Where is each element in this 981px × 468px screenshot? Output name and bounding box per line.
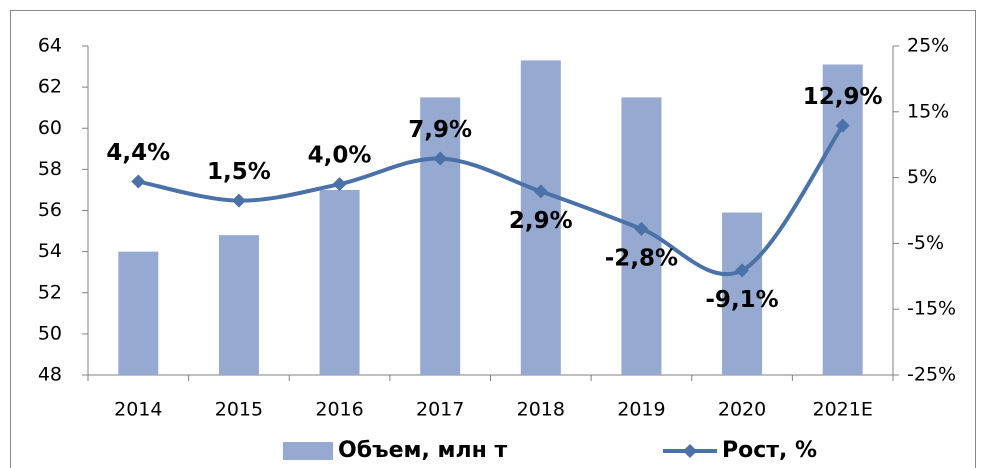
data-label: 4,4% [106,140,170,166]
y-tick-label: 56 [38,199,62,221]
data-label: -9,1% [705,287,778,313]
bar [722,212,763,375]
data-label: 7,9% [408,117,472,143]
data-label: 1,5% [207,159,271,185]
bar [118,251,159,375]
bar [822,64,863,375]
chart-frame [10,10,976,468]
marker [835,118,850,133]
y-tick-label: 58 [38,158,62,180]
x-tick-label: 2016 [315,399,363,421]
x-tick-label: 2014 [114,399,162,421]
bar [319,189,360,375]
x-tick-label: 2015 [215,399,263,421]
y-tick-label: 60 [38,117,62,139]
y-tick-label: 54 [38,240,62,262]
bar [520,60,561,376]
y2-tick-label: 5% [907,166,937,188]
y2-tick-label: 15% [907,100,949,122]
y-tick-label: 52 [38,281,62,303]
data-label: 12,9% [803,84,883,110]
data-label: -2,8% [605,245,678,271]
marker [433,151,448,166]
marker [332,177,347,192]
bar [218,235,259,375]
y-tick-label: 50 [38,322,62,344]
y2-tick-label: 25% [907,35,949,57]
marker [533,184,548,199]
x-tick-label: 2021E [813,399,873,421]
y-tick-label: 48 [38,364,62,386]
legend-marker [683,444,697,458]
bar [420,97,461,375]
x-tick-label: 2017 [416,399,464,421]
y-tick-label: 64 [38,35,62,57]
data-label: 4,0% [308,143,372,169]
x-tick-label: 2020 [718,399,766,421]
legend-swatch [283,442,333,460]
marker [735,263,750,278]
legend-label: Рост, % [722,438,817,463]
y2-tick-label: -5% [907,232,944,254]
marker [131,174,146,189]
legend-label: Объем, млн т [338,438,507,463]
y2-tick-label: -25% [907,364,956,386]
x-tick-label: 2019 [617,399,665,421]
x-tick-label: 2018 [517,399,565,421]
data-label: 2,9% [509,208,573,234]
marker [634,221,649,236]
y-tick-label: 62 [38,76,62,98]
marker [231,193,246,208]
y2-tick-label: -15% [907,298,956,320]
